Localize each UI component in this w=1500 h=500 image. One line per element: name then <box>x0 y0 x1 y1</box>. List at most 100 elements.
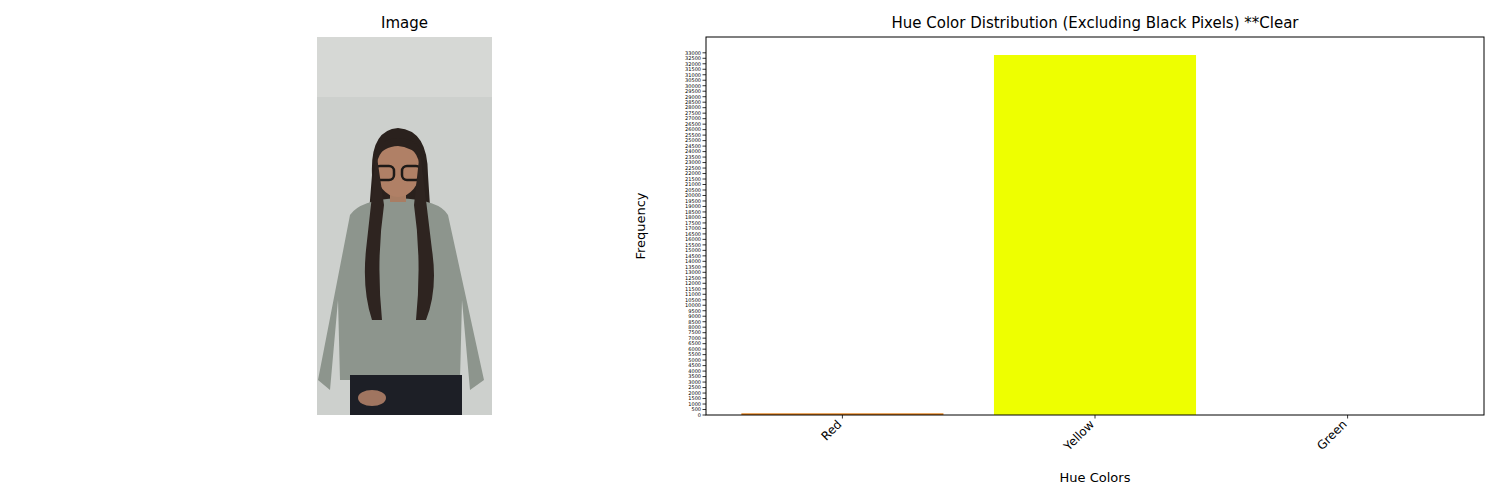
y-tick-label: 6000 <box>688 346 701 352</box>
y-tick-label: 21500 <box>685 176 701 182</box>
x-tick <box>1347 415 1348 419</box>
y-tick <box>703 332 707 333</box>
y-tick <box>703 261 707 262</box>
y-tick <box>703 316 707 317</box>
y-tick <box>703 58 707 59</box>
y-tick-label: 7000 <box>688 335 701 341</box>
y-tick-label: 14000 <box>685 258 701 264</box>
y-tick-label: 16500 <box>685 231 701 237</box>
y-tick-label: 14500 <box>685 253 701 259</box>
y-tick-label: 8500 <box>688 319 701 325</box>
y-tick <box>703 387 707 388</box>
image-sweater <box>318 198 484 390</box>
y-tick <box>703 162 707 163</box>
bar <box>994 55 1196 415</box>
y-tick-label: 23500 <box>685 154 701 160</box>
y-tick-label: 32500 <box>685 55 701 61</box>
y-tick <box>703 305 707 306</box>
y-tick-label: 13500 <box>685 264 701 270</box>
y-tick-label: 27000 <box>685 115 701 121</box>
y-tick <box>703 118 707 119</box>
y-tick-label: 15500 <box>685 242 701 248</box>
y-tick <box>703 360 707 361</box>
y-tick-label: 26000 <box>685 126 701 132</box>
y-tick <box>703 157 707 158</box>
y-tick-label: 23000 <box>685 159 701 165</box>
y-tick <box>703 146 707 147</box>
y-tick <box>703 321 707 322</box>
y-tick-label: 16000 <box>685 236 701 242</box>
y-tick <box>703 398 707 399</box>
image-panel <box>317 37 492 415</box>
x-tick <box>842 415 843 419</box>
y-axis: 0500100015002000250030003500400045005000… <box>685 50 706 418</box>
y-tick-label: 1000 <box>688 401 701 407</box>
image-hair <box>365 150 384 320</box>
y-tick <box>703 63 707 64</box>
y-tick <box>703 415 707 416</box>
x-axis: RedYellowGreen <box>818 415 1349 454</box>
y-tick <box>703 228 707 229</box>
image-hair <box>374 138 424 160</box>
y-tick-label: 33000 <box>685 50 701 56</box>
y-tick-label: 22500 <box>685 165 701 171</box>
y-tick-label: 30500 <box>685 77 701 83</box>
y-tick <box>703 113 707 114</box>
y-tick-label: 17500 <box>685 220 701 226</box>
y-tick <box>703 211 707 212</box>
y-tick-label: 20500 <box>685 187 701 193</box>
image-pants <box>350 375 462 415</box>
y-tick <box>703 96 707 97</box>
y-tick-label: 5500 <box>688 351 701 357</box>
y-tick <box>703 376 707 377</box>
y-tick-label: 1500 <box>688 395 701 401</box>
y-tick-label: 19500 <box>685 198 701 204</box>
y-tick <box>703 299 707 300</box>
y-tick-label: 26500 <box>685 121 701 127</box>
y-tick <box>703 200 707 201</box>
y-tick <box>703 266 707 267</box>
y-tick <box>703 195 707 196</box>
y-tick <box>703 184 707 185</box>
bars <box>741 55 1196 415</box>
y-tick <box>703 52 707 53</box>
y-tick <box>703 250 707 251</box>
y-tick-label: 22000 <box>685 170 701 176</box>
y-tick-label: 20000 <box>685 192 701 198</box>
y-tick-label: 29500 <box>685 88 701 94</box>
x-tick <box>1095 415 1096 419</box>
y-tick <box>703 272 707 273</box>
chart-title: Hue Color Distribution (Excluding Black … <box>891 14 1299 32</box>
image-wall <box>317 37 492 97</box>
y-tick-label: 10000 <box>685 302 701 308</box>
y-tick-label: 11500 <box>685 286 701 292</box>
y-tick <box>703 338 707 339</box>
y-tick <box>703 69 707 70</box>
y-tick <box>703 354 707 355</box>
y-tick-label: 15000 <box>685 247 701 253</box>
y-tick-label: 18500 <box>685 209 701 215</box>
y-tick <box>703 310 707 311</box>
y-tick-label: 31500 <box>685 66 701 72</box>
page: ImageHue Color Distribution (Excluding B… <box>0 0 1500 500</box>
y-tick <box>703 393 707 394</box>
y-tick <box>703 283 707 284</box>
x-axis-label: Hue Colors <box>1060 470 1131 485</box>
y-tick-label: 6500 <box>688 340 701 346</box>
y-tick <box>703 135 707 136</box>
y-tick-label: 500 <box>691 406 701 412</box>
y-tick <box>703 206 707 207</box>
y-tick-label: 17000 <box>685 225 701 231</box>
y-tick <box>703 129 707 130</box>
y-tick-label: 18000 <box>685 214 701 220</box>
y-tick-label: 9000 <box>688 313 701 319</box>
y-tick <box>703 80 707 81</box>
y-tick <box>703 349 707 350</box>
y-tick-label: 9500 <box>688 308 701 314</box>
y-tick-label: 3000 <box>688 379 701 385</box>
y-tick-label: 28500 <box>685 99 701 105</box>
y-tick <box>703 168 707 169</box>
x-tick-label: Red <box>818 417 844 443</box>
y-tick <box>703 173 707 174</box>
y-tick <box>703 404 707 405</box>
